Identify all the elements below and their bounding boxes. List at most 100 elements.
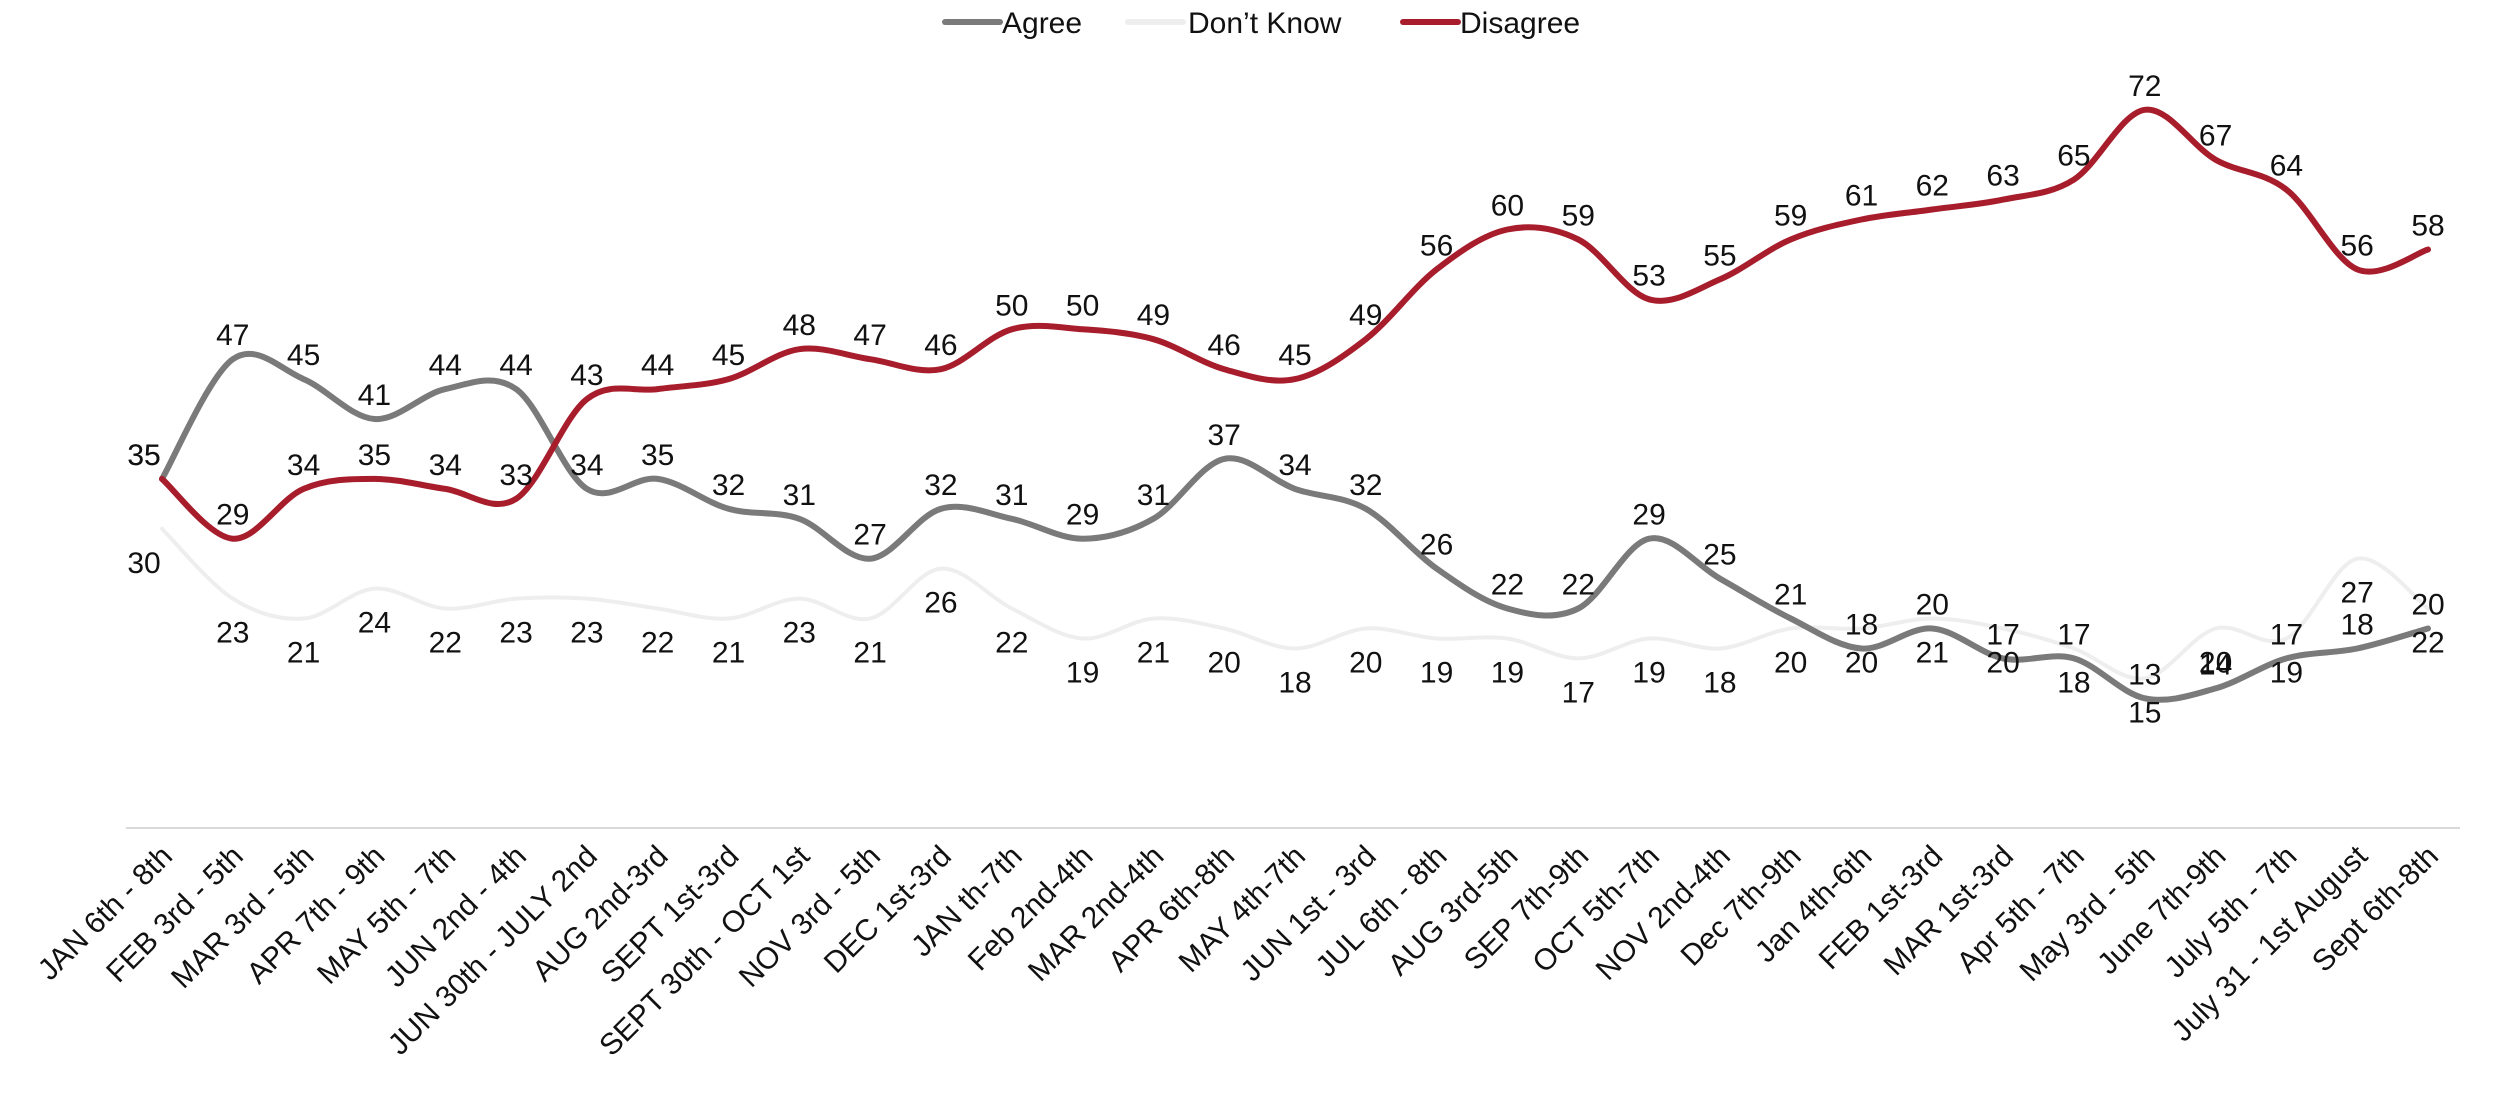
data-label-don-t-know: 18 — [1278, 667, 1311, 700]
data-label-agree: 31 — [995, 479, 1028, 512]
data-label-disagree: 35 — [358, 439, 391, 472]
data-label-disagree: 50 — [995, 289, 1028, 322]
data-label-disagree: 43 — [570, 359, 603, 392]
data-label-disagree: 59 — [1774, 200, 1807, 233]
data-label-agree: 25 — [1703, 539, 1736, 572]
data-label-agree: 17 — [1986, 618, 2019, 651]
data-labels: 35 47 45 41 44 44 34 35 32 31 27 32 31 29 31 37 34 32 26 22… — [127, 70, 2444, 730]
data-label-agree: 21 — [1774, 579, 1807, 612]
data-label-agree: 35 — [127, 439, 160, 472]
data-label-disagree: 48 — [783, 309, 816, 342]
data-label-disagree: 56 — [1420, 229, 1453, 262]
data-label-agree: 17 — [2057, 618, 2090, 651]
data-label-disagree: 47 — [853, 319, 886, 352]
data-label-don-t-know: 20 — [2199, 647, 2232, 680]
data-label-disagree: 67 — [2199, 120, 2232, 153]
data-label-don-t-know: 21 — [1916, 637, 1949, 670]
data-label-disagree: 55 — [1703, 239, 1736, 272]
data-label-disagree: 46 — [924, 329, 957, 362]
data-label-disagree: 45 — [1278, 339, 1311, 372]
data-label-agree: 32 — [924, 469, 957, 502]
data-label-don-t-know: 22 — [995, 627, 1028, 660]
data-label-disagree: 72 — [2128, 70, 2161, 103]
data-label-agree: 47 — [216, 319, 249, 352]
data-label-agree: 41 — [358, 379, 391, 412]
data-label-don-t-know: 18 — [1703, 667, 1736, 700]
data-label-don-t-know: 21 — [287, 637, 320, 670]
legend-label-agree: Agree — [1002, 7, 1082, 40]
data-label-disagree: 44 — [641, 349, 674, 382]
data-label-disagree: 29 — [216, 499, 249, 532]
data-label-agree: 20 — [1916, 589, 1949, 622]
data-label-agree: 20 — [2411, 589, 2444, 622]
data-label-disagree: 45 — [712, 339, 745, 372]
data-label-disagree: 61 — [1845, 180, 1878, 213]
data-label-agree: 22 — [1491, 569, 1524, 602]
data-label-don-t-know: 21 — [853, 637, 886, 670]
legend-label-disagree: Disagree — [1460, 7, 1580, 40]
data-label-agree: 18 — [1845, 609, 1878, 642]
data-label-agree: 26 — [1420, 529, 1453, 562]
data-label-don-t-know: 20 — [1208, 647, 1241, 680]
data-label-disagree: 46 — [1208, 329, 1241, 362]
data-label-disagree: 59 — [1562, 200, 1595, 233]
data-label-disagree: 58 — [2411, 210, 2444, 243]
data-label-don-t-know: 26 — [924, 587, 957, 620]
data-label-agree: 37 — [1208, 419, 1241, 452]
data-label-don-t-know: 20 — [1774, 647, 1807, 680]
data-label-don-t-know: 20 — [1845, 647, 1878, 680]
data-label-don-t-know: 23 — [783, 617, 816, 650]
data-label-agree: 35 — [641, 439, 674, 472]
data-label-disagree: 65 — [2057, 140, 2090, 173]
series-line-disagree — [159, 106, 2431, 542]
series-line-agree — [159, 350, 2431, 703]
data-label-don-t-know: 22 — [429, 627, 462, 660]
data-label-agree: 29 — [1066, 499, 1099, 532]
data-label-don-t-know: 15 — [2128, 696, 2161, 729]
data-label-disagree: 50 — [1066, 289, 1099, 322]
data-label-don-t-know: 30 — [127, 547, 160, 580]
data-label-disagree: 62 — [1916, 170, 1949, 203]
data-label-disagree: 49 — [1349, 299, 1382, 332]
data-label-don-t-know: 19 — [2270, 657, 2303, 690]
data-label-agree: 29 — [1632, 499, 1665, 532]
data-label-agree: 44 — [429, 349, 462, 382]
series-line-don-t-know — [160, 526, 2430, 681]
data-label-don-t-know: 18 — [2057, 667, 2090, 700]
data-label-disagree: 34 — [287, 449, 320, 482]
data-label-agree: 32 — [712, 469, 745, 502]
data-label-don-t-know: 21 — [712, 637, 745, 670]
data-label-don-t-know: 23 — [570, 617, 603, 650]
data-label-agree: 34 — [570, 449, 603, 482]
legend-label-don-t-know: Don’t Know — [1188, 7, 1342, 40]
data-label-disagree: 64 — [2270, 150, 2303, 183]
data-label-disagree: 53 — [1632, 259, 1665, 292]
legend: Agree Don’t Know Disagree — [942, 7, 1580, 40]
data-label-agree: 31 — [783, 479, 816, 512]
data-label-agree: 34 — [1278, 449, 1311, 482]
data-label-agree: 27 — [853, 519, 886, 552]
data-label-don-t-know: 19 — [1420, 657, 1453, 690]
data-label-agree: 31 — [1137, 479, 1170, 512]
data-label-don-t-know: 17 — [1562, 676, 1595, 709]
data-label-disagree: 33 — [499, 459, 532, 492]
data-label-agree: 13 — [2128, 658, 2161, 691]
data-label-don-t-know: 20 — [1349, 647, 1382, 680]
data-label-don-t-know: 19 — [1632, 657, 1665, 690]
data-label-agree: 44 — [499, 349, 532, 382]
data-label-don-t-know: 22 — [641, 627, 674, 660]
data-label-don-t-know: 27 — [2341, 577, 2374, 610]
data-label-disagree: 35 — [127, 439, 160, 472]
data-label-agree: 32 — [1349, 469, 1382, 502]
data-label-don-t-know: 23 — [216, 617, 249, 650]
series-lines — [159, 106, 2431, 703]
data-label-agree: 14 — [2199, 648, 2232, 681]
data-label-don-t-know: 23 — [499, 617, 532, 650]
data-label-don-t-know: 19 — [1491, 657, 1524, 690]
data-label-don-t-know: 21 — [1137, 637, 1170, 670]
data-label-disagree: 63 — [1986, 160, 2019, 193]
data-label-don-t-know: 22 — [2411, 627, 2444, 660]
data-label-don-t-know: 24 — [358, 607, 391, 640]
